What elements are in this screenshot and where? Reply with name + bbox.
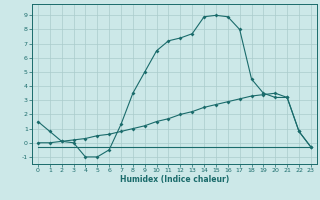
- X-axis label: Humidex (Indice chaleur): Humidex (Indice chaleur): [120, 175, 229, 184]
